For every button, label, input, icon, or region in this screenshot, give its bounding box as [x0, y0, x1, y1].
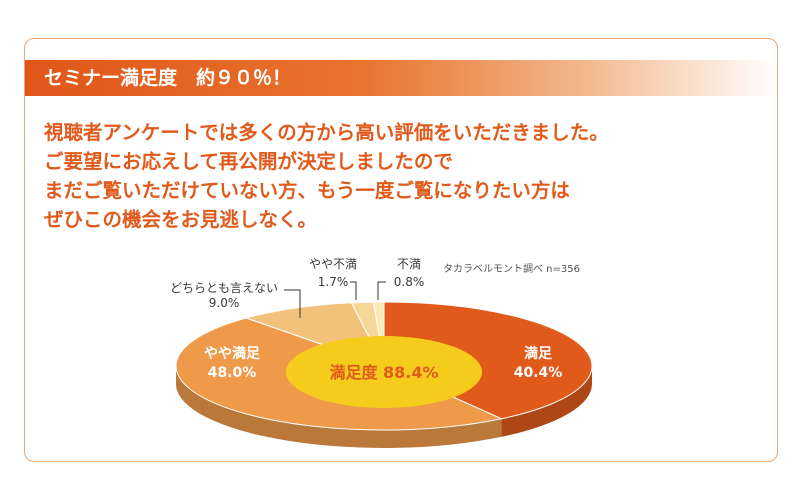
slice-value-neutral: 9.0%: [209, 296, 240, 310]
banner-title: セミナー満足度 約９０％！: [44, 67, 292, 89]
slice-label-neutral: どちらとも言えない: [170, 281, 278, 295]
label-leaders: [284, 281, 386, 318]
slice-label-dissatisfied: 不満: [397, 257, 421, 271]
slice-label-somewhat-dissatisfied: やや不満: [309, 257, 357, 271]
slice-value-dissatisfied: 0.8%: [394, 275, 425, 289]
leader-line-1: [284, 289, 301, 318]
slice-value-somewhat-satisfied: 48.0%: [208, 365, 257, 381]
slice-value-satisfied: 40.4%: [514, 365, 563, 381]
center-satisfaction-disc: [286, 336, 482, 408]
slice-side-somewhat-satisfied: [176, 366, 502, 448]
message-line-2: ご要望にお応えして再公開が決定しましたので: [44, 150, 453, 173]
slice-satisfied: [383, 301, 593, 420]
message-block: 視聴者アンケートでは多くの方から高い評価をいただきました。 ご要望にお応えして再…: [44, 118, 764, 234]
slice-label-somewhat-satisfied: やや満足: [204, 345, 261, 362]
slice-label-satisfied: 満足: [524, 345, 553, 362]
slice-value-somewhat-dissatisfied: 1.7%: [318, 275, 349, 289]
pie-depth: [176, 366, 592, 448]
center-label: 満足度 88.4%: [329, 363, 438, 382]
message-line-4: ぜひこの機会をお見逃しなく。: [44, 208, 318, 231]
leader-line-2: [350, 281, 357, 300]
message-line-3: まだご覧いただけていない方、もう一度ご覧になりたい方は: [44, 179, 570, 202]
banner-bar: [25, 60, 777, 96]
survey-note: タカラベルモント調べ n=356: [443, 262, 580, 275]
message-line-1: 視聴者アンケートでは多くの方から高い評価をいただきました。: [44, 121, 609, 144]
slice-side-satisfied: [501, 366, 592, 437]
leader-line-3: [377, 281, 386, 300]
